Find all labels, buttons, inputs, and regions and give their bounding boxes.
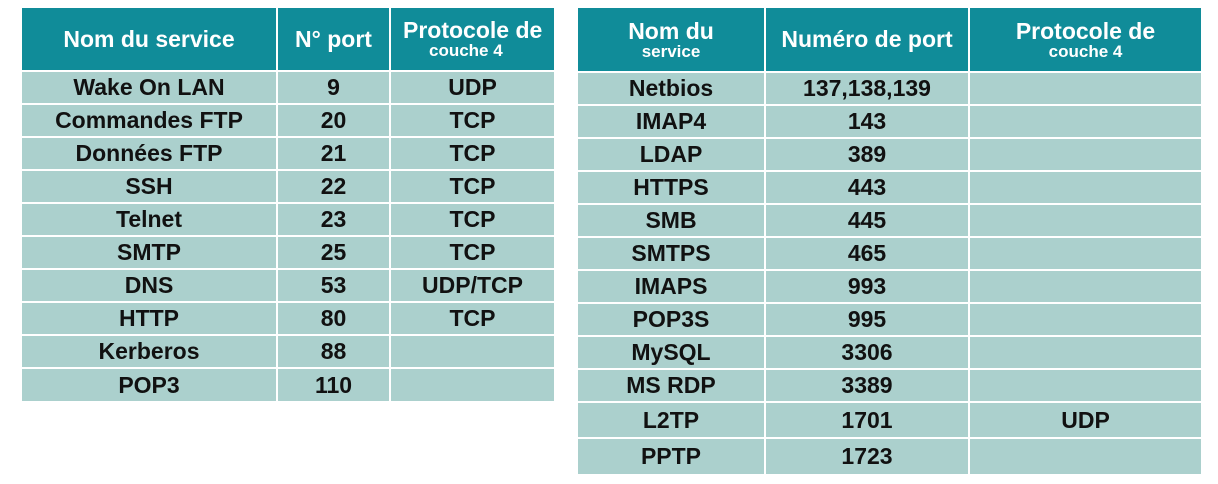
service-cell: SMTPS	[578, 236, 766, 270]
table-row: MySQL 3306	[578, 335, 1201, 369]
table-row: HTTP 80 TCP	[22, 301, 554, 335]
port-cell: 53	[277, 268, 391, 302]
table-row: SMB 445	[578, 203, 1201, 237]
port-cell: 22	[277, 169, 391, 203]
table-row: DNS 53 UDP/TCP	[22, 268, 554, 302]
service-cell: SMTP	[22, 235, 278, 269]
table-row: SMTP 25 TCP	[22, 235, 554, 269]
service-cell: POP3	[22, 367, 278, 401]
protocol-cell	[390, 367, 554, 401]
service-cell: POP3S	[578, 302, 766, 336]
table-row: Netbios 137,138,139	[578, 71, 1201, 105]
protocol-cell	[969, 71, 1201, 105]
protocol-cell	[969, 137, 1201, 171]
protocol-cell: TCP	[390, 103, 554, 137]
port-cell: 21	[277, 136, 391, 170]
service-cell: Commandes FTP	[22, 103, 278, 137]
port-cell: 1701	[765, 401, 970, 438]
table-row: POP3 110	[22, 367, 554, 401]
table-row: L2TP 1701 UDP	[578, 401, 1201, 438]
table-header-row: Nom du service Numéro de port Protocole …	[578, 8, 1201, 72]
port-cell: 3389	[765, 368, 970, 402]
service-cell: Kerberos	[22, 334, 278, 368]
header-port: N° port	[277, 8, 391, 71]
table-row: SMTPS 465	[578, 236, 1201, 270]
table-row: HTTPS 443	[578, 170, 1201, 204]
service-cell: DNS	[22, 268, 278, 302]
service-cell: L2TP	[578, 401, 766, 438]
service-cell: IMAP4	[578, 104, 766, 138]
port-cell: 1723	[765, 437, 970, 474]
protocol-cell	[969, 368, 1201, 402]
protocol-cell: UDP/TCP	[390, 268, 554, 302]
service-cell: IMAPS	[578, 269, 766, 303]
service-cell: Données FTP	[22, 136, 278, 170]
port-cell: 465	[765, 236, 970, 270]
protocol-cell: TCP	[390, 202, 554, 236]
service-cell: SSH	[22, 169, 278, 203]
port-cell: 80	[277, 301, 391, 335]
port-cell: 110	[277, 367, 391, 401]
protocol-cell	[969, 170, 1201, 204]
service-cell: MS RDP	[578, 368, 766, 402]
protocol-cell: TCP	[390, 136, 554, 170]
table-row: IMAP4 143	[578, 104, 1201, 138]
service-cell: HTTP	[22, 301, 278, 335]
port-cell: 445	[765, 203, 970, 237]
protocol-cell	[969, 104, 1201, 138]
protocol-cell	[969, 302, 1201, 336]
port-cell: 25	[277, 235, 391, 269]
port-cell: 20	[277, 103, 391, 137]
table-row: Wake On LAN 9 UDP	[22, 70, 554, 104]
table-row: Kerberos 88	[22, 334, 554, 368]
protocol-cell: UDP	[390, 70, 554, 104]
table-row: Telnet 23 TCP	[22, 202, 554, 236]
service-cell: Wake On LAN	[22, 70, 278, 104]
table-row: PPTP 1723	[578, 437, 1201, 474]
table-row: LDAP 389	[578, 137, 1201, 171]
service-cell: SMB	[578, 203, 766, 237]
port-cell: 3306	[765, 335, 970, 369]
protocol-cell	[969, 203, 1201, 237]
port-cell: 995	[765, 302, 970, 336]
service-cell: Netbios	[578, 71, 766, 105]
protocol-cell: TCP	[390, 235, 554, 269]
table-header-row: Nom du service N° port Protocole de couc…	[22, 8, 554, 71]
header-port: Numéro de port	[765, 8, 970, 72]
service-cell: HTTPS	[578, 170, 766, 204]
protocol-cell	[969, 269, 1201, 303]
protocol-cell	[969, 437, 1201, 474]
table-row: Commandes FTP 20 TCP	[22, 103, 554, 137]
port-cell: 993	[765, 269, 970, 303]
table-row: POP3S 995	[578, 302, 1201, 336]
table-row: Données FTP 21 TCP	[22, 136, 554, 170]
protocol-cell	[969, 236, 1201, 270]
protocol-cell	[390, 334, 554, 368]
port-cell: 389	[765, 137, 970, 171]
table-row: SSH 22 TCP	[22, 169, 554, 203]
protocol-cell	[969, 335, 1201, 369]
ports-table-left: Nom du service N° port Protocole de couc…	[22, 8, 554, 401]
table-row: IMAPS 993	[578, 269, 1201, 303]
ports-table-right: Nom du service Numéro de port Protocole …	[578, 8, 1201, 474]
port-cell: 23	[277, 202, 391, 236]
service-cell: LDAP	[578, 137, 766, 171]
protocol-cell: UDP	[969, 401, 1201, 438]
header-protocol: Protocole de couche 4	[969, 8, 1201, 72]
service-cell: MySQL	[578, 335, 766, 369]
port-cell: 88	[277, 334, 391, 368]
service-cell: Telnet	[22, 202, 278, 236]
header-service: Nom du service	[22, 8, 278, 71]
header-service: Nom du service	[578, 8, 766, 72]
port-cell: 443	[765, 170, 970, 204]
port-cell: 9	[277, 70, 391, 104]
service-cell: PPTP	[578, 437, 766, 474]
protocol-cell: TCP	[390, 301, 554, 335]
port-cell: 137,138,139	[765, 71, 970, 105]
port-cell: 143	[765, 104, 970, 138]
table-row: MS RDP 3389	[578, 368, 1201, 402]
header-protocol: Protocole de couche 4	[390, 8, 554, 71]
protocol-cell: TCP	[390, 169, 554, 203]
